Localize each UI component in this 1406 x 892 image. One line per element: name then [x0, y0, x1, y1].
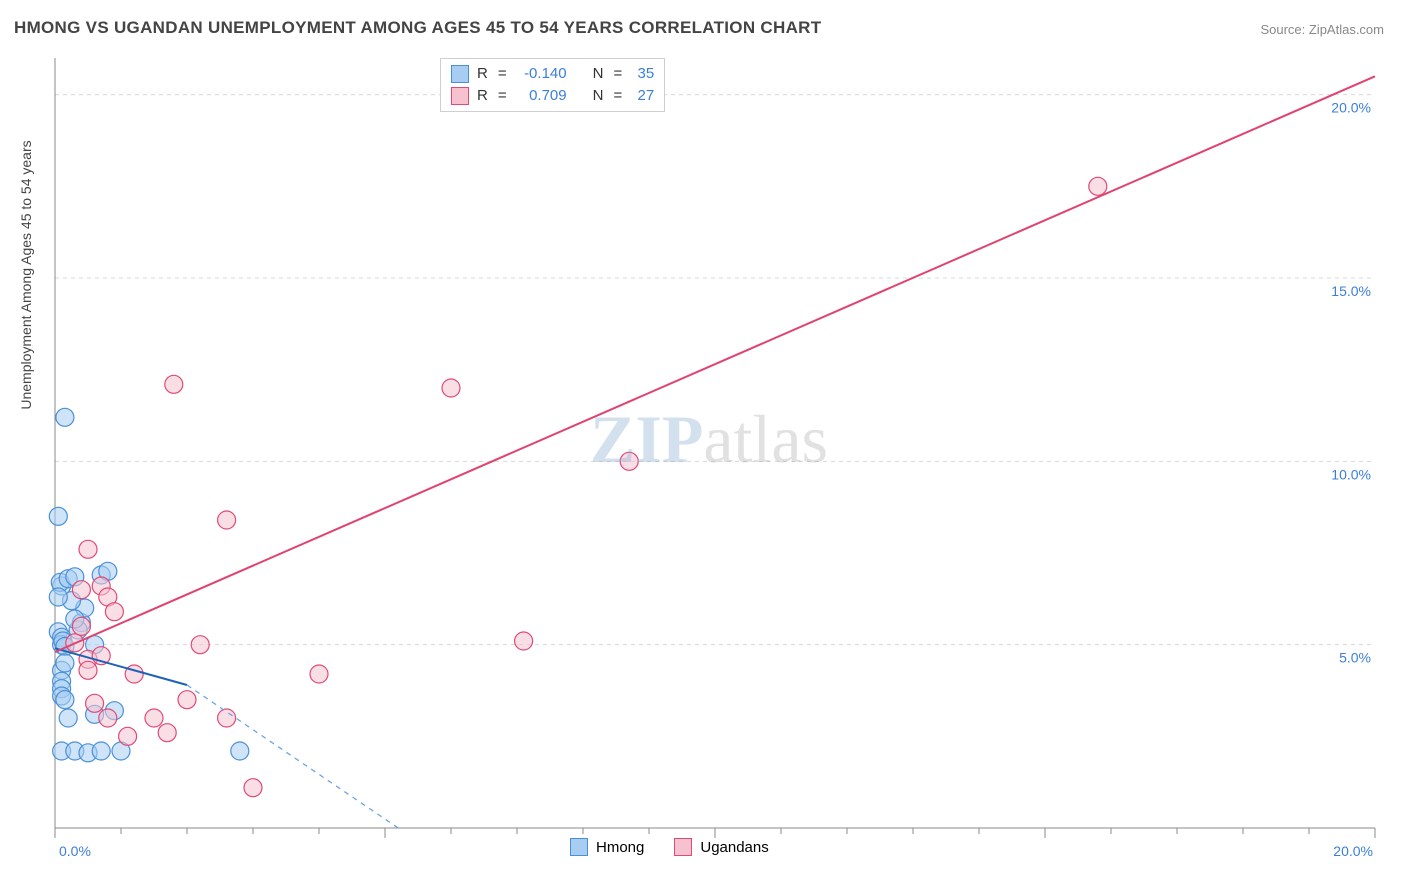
svg-text:5.0%: 5.0%	[1339, 650, 1371, 666]
svg-text:0.0%: 0.0%	[59, 843, 91, 859]
stats-row: R = -0.140 N = 35	[451, 63, 654, 85]
stat-r-value: 0.709	[515, 85, 567, 107]
legend-swatch	[570, 838, 588, 856]
stats-row: R = 0.709 N = 27	[451, 85, 654, 107]
legend-swatch	[674, 838, 692, 856]
source-link[interactable]: ZipAtlas.com	[1309, 22, 1384, 37]
legend-item: Ugandans	[674, 838, 768, 856]
legend-swatch	[451, 87, 469, 105]
svg-text:10.0%: 10.0%	[1331, 466, 1371, 482]
scatter-plot-svg: 5.0% 10.0% 15.0% 20.0% 0.0% 20.0%	[0, 52, 1395, 888]
legend-label: Hmong	[596, 839, 644, 856]
svg-text:20.0%: 20.0%	[1331, 100, 1371, 116]
stat-eq: =	[498, 85, 507, 107]
stat-eq: =	[498, 63, 507, 85]
stat-n-label: N	[593, 85, 604, 107]
stat-n-value: 35	[630, 63, 654, 85]
chart-area: 5.0% 10.0% 15.0% 20.0% 0.0% 20.0%	[0, 52, 1406, 892]
source-credit: Source: ZipAtlas.com	[1260, 22, 1384, 37]
stat-r-label: R	[477, 85, 488, 107]
stat-r-value: -0.140	[515, 63, 567, 85]
stat-n-value: 27	[630, 85, 654, 107]
stat-eq: =	[613, 85, 622, 107]
legend-swatch	[451, 65, 469, 83]
source-prefix: Source:	[1260, 22, 1308, 37]
correlation-stats-box: R = -0.140 N = 35 R = 0.709 N = 27	[440, 58, 665, 112]
svg-text:20.0%: 20.0%	[1333, 843, 1373, 859]
legend-bottom: Hmong Ugandans	[570, 838, 769, 856]
stat-eq: =	[613, 63, 622, 85]
chart-title: HMONG VS UGANDAN UNEMPLOYMENT AMONG AGES…	[14, 18, 821, 38]
legend-label: Ugandans	[700, 839, 768, 856]
stat-r-label: R	[477, 63, 488, 85]
svg-text:15.0%: 15.0%	[1331, 283, 1371, 299]
legend-item: Hmong	[570, 838, 644, 856]
stat-n-label: N	[593, 63, 604, 85]
